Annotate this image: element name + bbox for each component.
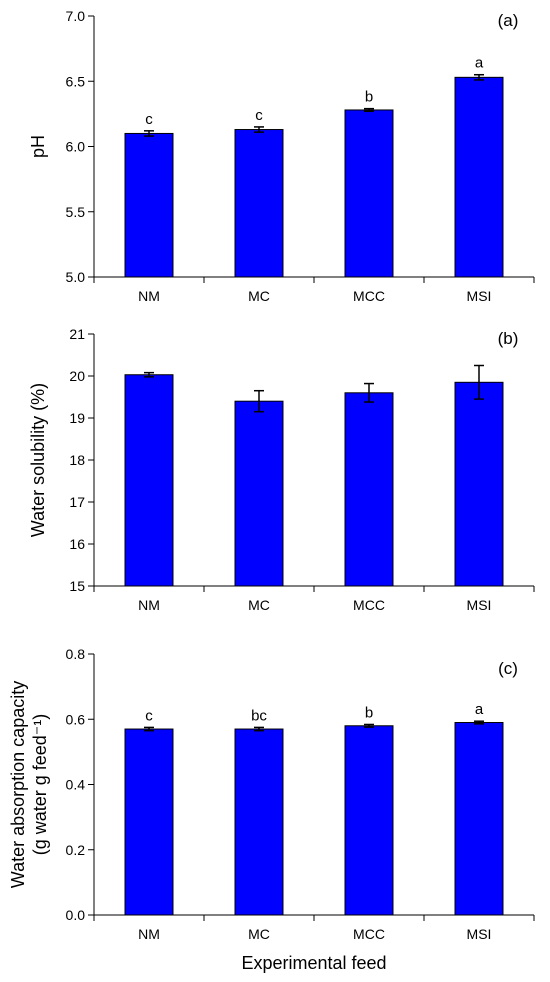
panel-label: (b) <box>498 329 519 348</box>
bar <box>124 374 174 587</box>
y-tick-label: 19 <box>69 410 85 426</box>
panel-label: (a) <box>498 11 519 30</box>
x-tick-label: MC <box>248 288 270 304</box>
panel-b: 15 16 17 18 19 20 21 Water solubility (%) (b) NM M… <box>28 326 535 613</box>
y-tick-label: 18 <box>69 452 85 468</box>
x-tick-label: MCC <box>353 926 385 942</box>
x-tick-label: NM <box>138 288 160 304</box>
bar <box>454 381 504 587</box>
bar <box>344 392 394 587</box>
significance-letter: bc <box>251 707 267 724</box>
y-axis-title: pH <box>28 135 48 158</box>
significance-letter: b <box>365 89 373 106</box>
significance-letter: b <box>365 704 373 721</box>
x-tick-label: MC <box>248 597 270 613</box>
y-tick-label: 0.8 <box>66 646 86 662</box>
y-tick-label: 5.0 <box>66 269 86 285</box>
significance-letter: a <box>475 55 484 72</box>
bar <box>344 725 394 916</box>
y-tick-label: 0.4 <box>66 777 86 793</box>
y-tick-label: 15 <box>69 578 85 594</box>
y-tick-label: 0.0 <box>66 907 86 923</box>
x-tick-label: MC <box>248 926 270 942</box>
panel-c: 0.0 0.2 0.4 0.6 0.8 Water absorption capacity… <box>8 646 535 942</box>
y-tick-label: 6.0 <box>66 139 86 155</box>
x-axis-title: Experimental feed <box>241 953 386 973</box>
x-tick-label: MSI <box>467 926 492 942</box>
significance-letter: c <box>255 107 263 124</box>
x-tick-label: MCC <box>353 288 385 304</box>
y-tick-label: 0.6 <box>66 711 86 727</box>
y-tick-label: 6.5 <box>66 73 86 89</box>
bar <box>124 132 174 278</box>
x-tick-label: MSI <box>467 597 492 613</box>
bar <box>124 728 174 916</box>
panel-label: (c) <box>498 659 518 678</box>
bar <box>234 728 284 916</box>
panel-a: 5.0 5.5 6.0 6.5 7.0 pH (a) c NM c MC b MCC a MSI <box>28 8 535 304</box>
bar <box>234 129 284 278</box>
x-tick-label: NM <box>138 597 160 613</box>
bar <box>344 109 394 278</box>
significance-letter: a <box>475 701 484 718</box>
x-tick-label: MSI <box>467 288 492 304</box>
y-tick-label: 21 <box>69 326 85 342</box>
y-axis-title: Water solubility (%) <box>28 383 48 537</box>
y-tick-label: 0.2 <box>66 842 86 858</box>
y-tick-label: 7.0 <box>66 8 86 24</box>
x-tick-label: NM <box>138 926 160 942</box>
significance-letter: c <box>145 707 153 724</box>
significance-letter: c <box>145 111 153 128</box>
bar <box>454 76 504 278</box>
y-axis-title-line2: (g water g feed⁻¹) <box>30 714 50 856</box>
x-tick-label: MCC <box>353 597 385 613</box>
bar <box>454 722 504 916</box>
y-axis-title: Water absorption capacity <box>8 681 28 888</box>
y-tick-label: 16 <box>69 536 85 552</box>
y-tick-label: 5.5 <box>66 204 86 220</box>
y-tick-label: 20 <box>69 368 85 384</box>
y-tick-label: 17 <box>69 494 85 510</box>
bar <box>234 400 284 587</box>
